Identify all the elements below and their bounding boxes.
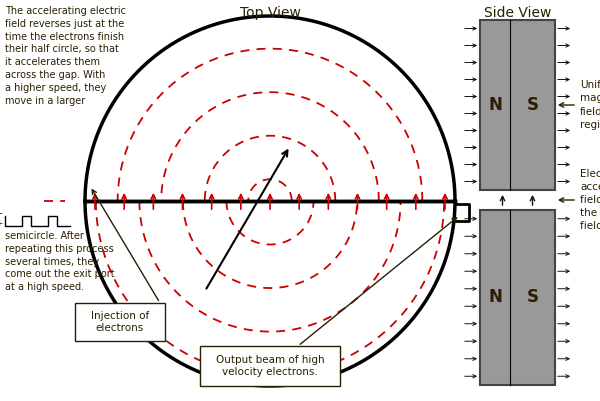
Text: N: N: [488, 96, 502, 114]
Text: semicircle. After
repeating this process
several times, they
come out the exit p: semicircle. After repeating this process…: [5, 231, 115, 292]
Text: Uniform
magnetic
field
region.: Uniform magnetic field region.: [580, 80, 600, 130]
Text: Output beam of high
velocity electrons.: Output beam of high velocity electrons.: [215, 355, 325, 377]
Text: Top View: Top View: [239, 6, 301, 20]
Text: Side View: Side View: [484, 6, 551, 20]
Text: Injection of
electrons: Injection of electrons: [91, 311, 149, 333]
Polygon shape: [85, 201, 455, 386]
Bar: [200, 346, 340, 386]
Text: The accelerating electric
field reverses just at the
time the electrons finish
t: The accelerating electric field reverses…: [5, 6, 126, 105]
Text: −: −: [0, 209, 3, 219]
Text: Electric
accelerating
field between
the magnetic
field regions.: Electric accelerating field between the …: [580, 168, 600, 231]
Text: S: S: [527, 288, 539, 306]
Bar: [480, 20, 555, 190]
Bar: [480, 210, 555, 385]
Text: N: N: [488, 288, 502, 306]
Polygon shape: [85, 16, 455, 201]
Text: +: +: [0, 219, 3, 227]
Bar: [75, 303, 165, 341]
Text: S: S: [527, 96, 539, 114]
